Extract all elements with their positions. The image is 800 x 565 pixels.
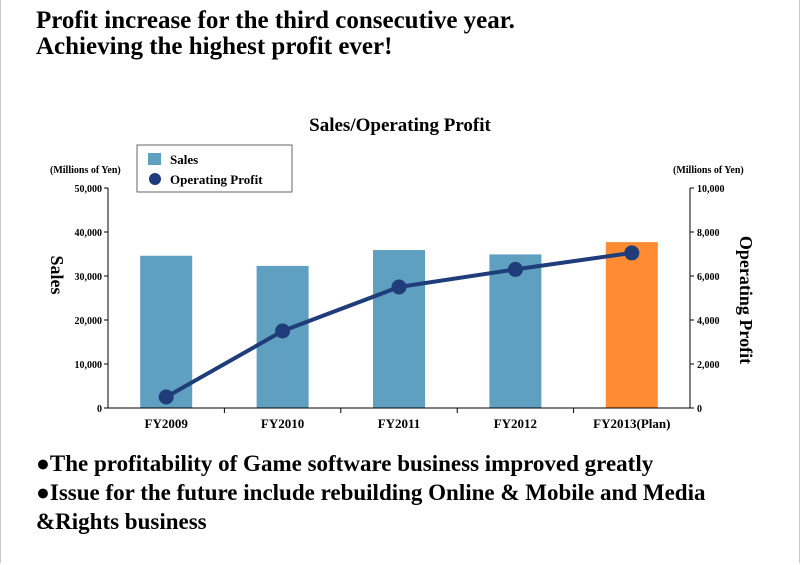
operating-profit-point-fy2009 [158,389,174,405]
headline-line-2: Achieving the highest profit ever! [36,33,393,60]
headline: Profit increase for the third consecutiv… [36,8,515,60]
left-axis-unit: (Millions of Yen) [50,165,121,176]
right-tick-label: 8,000 [697,228,720,239]
operating-profit-point-fy2011 [391,279,407,295]
left-tick-label: 10,000 [75,360,103,371]
sales-bar-fy2009 [140,255,193,408]
right-axis-unit: (Millions of Yen) [673,165,744,176]
left-tick-label: 20,000 [75,316,103,327]
category-label: FY2013(Plan) [593,416,670,431]
right-tick-label: 6,000 [697,272,720,283]
category-label: FY2011 [378,416,421,431]
operating-profit-point-fy2010 [275,323,291,339]
right-tick-label: 0 [697,404,702,415]
legend-profit-marker [149,173,161,185]
sales-profit-chart: Sales/Operating Profit (Millions of Yen)… [47,115,756,431]
bullet-list: ●The profitability of Game software busi… [36,449,786,536]
left-tick-label: 30,000 [75,272,103,283]
legend: Sales Operating Profit [136,144,293,193]
category-label: FY2010 [261,416,304,431]
left-tick-label: 50,000 [75,184,103,195]
left-tick-label: 40,000 [75,228,103,239]
sales-bar-fy2013plan [605,242,658,408]
left-axis-title: Sales [47,255,67,294]
right-tick-label: 10,000 [697,184,725,195]
legend-profit-label: Operating Profit [170,172,263,187]
legend-sales-label: Sales [170,152,198,167]
right-axis-title: Operating Profit [736,236,756,364]
sales-bar-fy2011 [373,250,425,408]
operating-profit-point-fy2013plan [624,245,640,261]
bullet-item-1: ●The profitability of Game software busi… [36,451,654,476]
category-label: FY2009 [145,416,189,431]
plot-area: 0 10,000 20,000 30,000 40,000 50,000 0 2,000 4,0… [75,184,725,431]
right-tick-label: 2,000 [697,360,720,371]
headline-line-1: Profit increase for the third consecutiv… [36,7,515,34]
category-label: FY2012 [494,416,537,431]
sales-bar-fy2012 [489,254,542,408]
bullet-item-2: ●Issue for the future include rebuilding… [36,480,706,534]
chart-title: Sales/Operating Profit [309,115,491,136]
legend-box [136,144,293,193]
legend-sales-swatch [148,153,161,165]
operating-profit-point-fy2012 [507,261,523,277]
right-tick-label: 4,000 [697,316,720,327]
left-tick-label: 0 [97,404,102,415]
